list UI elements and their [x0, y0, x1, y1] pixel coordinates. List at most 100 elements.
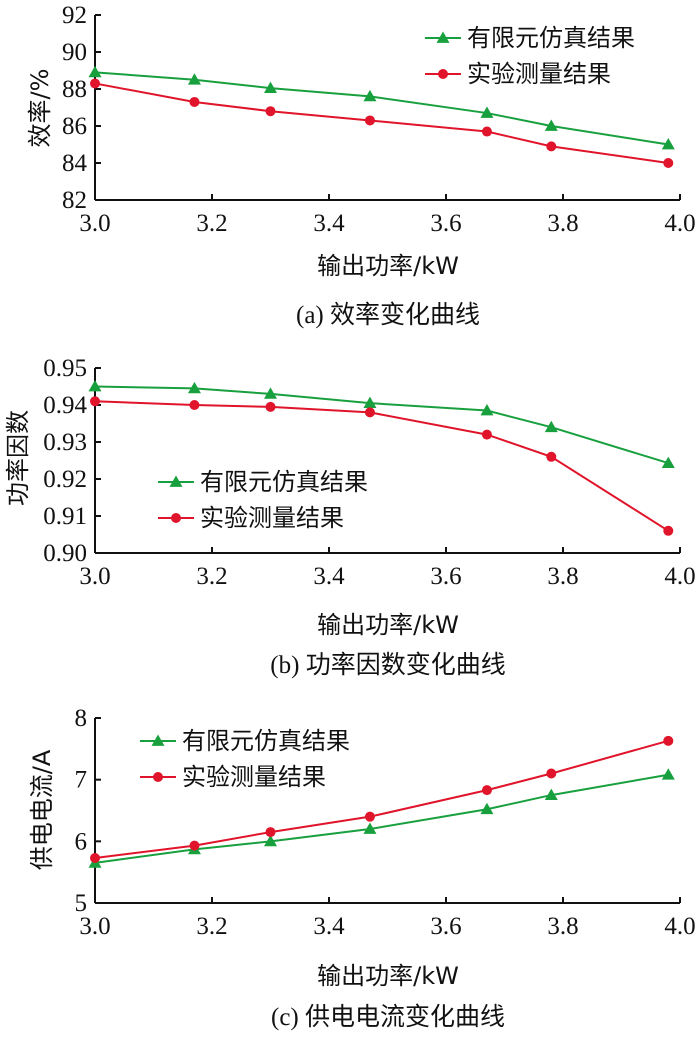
y-tick-label: 0.90: [43, 540, 87, 567]
data-point: [187, 381, 201, 394]
data-point: [90, 852, 100, 863]
data-point: [661, 138, 675, 150]
panel-caption: (a) 效率变化曲线: [296, 301, 480, 329]
data-point: [544, 119, 558, 131]
x-tick-label: 4.0: [664, 563, 695, 590]
x-tick-label: 3.6: [430, 210, 461, 237]
x-tick-label: 3.0: [79, 210, 110, 237]
data-point: [364, 811, 375, 822]
data-point: [546, 451, 557, 462]
data-point: [88, 380, 102, 392]
data-point: [480, 106, 494, 118]
data-point: [363, 822, 377, 834]
data-point: [546, 141, 557, 152]
y-tick-label: 90: [62, 39, 87, 66]
data-point: [189, 840, 200, 851]
x-axis-label: 输出功率/kW: [317, 962, 459, 990]
legend-item: 实验测量结果: [425, 60, 611, 88]
x-tick-label: 3.8: [547, 913, 578, 940]
data-point: [189, 400, 200, 410]
x-tick-label: 4.0: [664, 210, 695, 237]
legend-marker: [436, 31, 450, 43]
data-point: [663, 735, 674, 746]
panel-efficiency: 效率/% 输出功率/kW (a) 效率变化曲线 82 84 86 88 90 92 3.0 3…: [26, 2, 696, 329]
y-axis-label: 供电电流/A: [28, 749, 56, 870]
legend-marker: [171, 513, 181, 523]
x-tick-label: 3.0: [79, 913, 110, 940]
x-tick-label: 3.2: [196, 210, 227, 237]
data-point: [663, 525, 674, 536]
series-experiment: [90, 735, 674, 863]
legend-marker: [151, 734, 165, 746]
x-tick-label: 3.4: [313, 913, 345, 940]
legend-item: 有限元仿真结果: [140, 727, 350, 755]
data-point: [265, 827, 276, 838]
data-point: [481, 785, 492, 796]
data-point: [363, 396, 377, 409]
legend-item: 有限元仿真结果: [158, 468, 368, 496]
y-tick-label: 0.94: [43, 392, 87, 419]
x-tick-label: 4.0: [664, 913, 695, 940]
data-point: [189, 96, 200, 107]
legend-item: 有限元仿真结果: [425, 24, 635, 52]
legend-label: 实验测量结果: [200, 504, 344, 532]
data-point: [480, 802, 494, 815]
data-point: [265, 106, 276, 117]
legend-item: 实验测量结果: [140, 763, 326, 791]
x-tick-label: 3.0: [79, 563, 110, 590]
series-line: [94, 773, 669, 864]
y-tick-label: 0.92: [43, 466, 87, 493]
data-point: [187, 73, 201, 85]
y-tick-label: 88: [62, 76, 87, 103]
data-point: [264, 387, 277, 399]
series-experiment: [90, 78, 674, 168]
panel-caption: (c) 供电电流变化曲线: [271, 1003, 505, 1031]
data-point: [544, 788, 558, 800]
series-simulation: [88, 768, 675, 868]
data-point: [546, 768, 557, 779]
x-tick-label: 3.4: [313, 563, 345, 590]
data-point: [363, 89, 377, 102]
data-point: [88, 65, 102, 78]
data-point: [661, 456, 675, 468]
data-point: [364, 115, 375, 126]
data-point: [90, 78, 100, 89]
y-tick-label: 6: [75, 828, 88, 855]
data-point: [480, 404, 494, 416]
legend-label: 实验测量结果: [182, 763, 326, 791]
series-experiment: [90, 396, 674, 536]
x-axis-label: 输出功率/kW: [317, 611, 459, 639]
x-tick-label: 3.6: [430, 913, 461, 940]
legend-marker: [153, 772, 163, 782]
legend-item: 实验测量结果: [158, 504, 344, 532]
legend-marker: [169, 475, 183, 487]
y-tick-label: 8: [75, 705, 88, 732]
panel-caption: (b) 功率因数变化曲线: [270, 651, 505, 679]
y-tick-label: 84: [62, 150, 88, 177]
data-point: [661, 768, 675, 780]
x-tick-label: 3.4: [313, 210, 345, 237]
series-line: [94, 385, 669, 465]
y-tick-label: 86: [62, 113, 87, 140]
series-simulation: [88, 380, 675, 468]
y-tick-label: 7: [75, 767, 88, 794]
x-tick-label: 3.8: [547, 210, 578, 237]
legend-label: 有限元仿真结果: [182, 727, 350, 755]
x-tick-label: 3.2: [196, 563, 227, 590]
data-point: [265, 401, 276, 412]
data-point: [544, 420, 558, 433]
x-tick-label: 3.6: [430, 563, 461, 590]
series-line: [94, 400, 669, 532]
series-line: [94, 82, 669, 164]
y-tick-label: 92: [62, 2, 87, 29]
legend-marker: [438, 69, 448, 79]
legend-label: 有限元仿真结果: [200, 468, 368, 496]
data-point: [663, 158, 674, 168]
data-point: [481, 126, 492, 137]
legend-label: 实验测量结果: [467, 60, 611, 88]
data-point: [90, 396, 100, 407]
